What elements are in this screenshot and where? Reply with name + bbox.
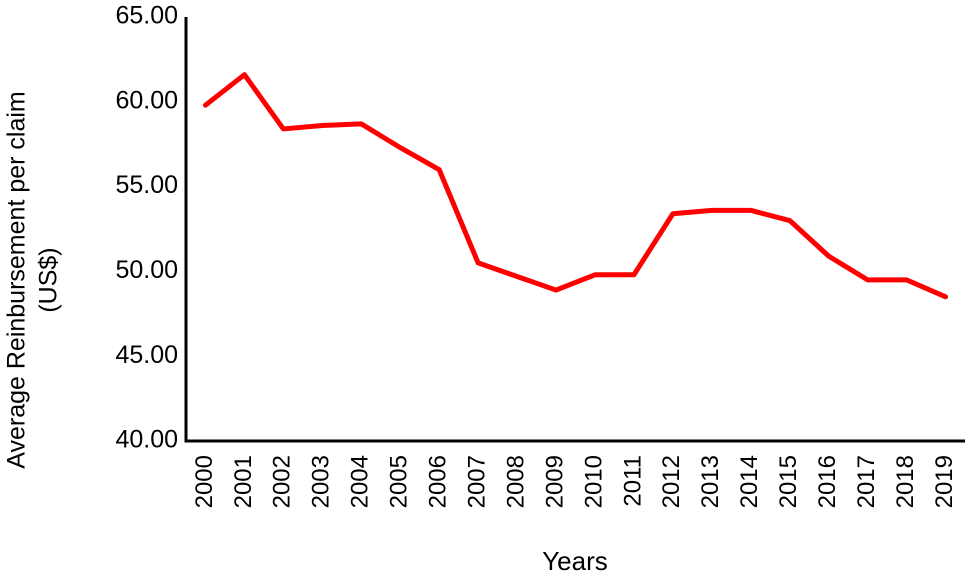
x-tick-label: 2003 (308, 455, 335, 508)
y-tick-label: 65.00 (115, 2, 178, 30)
x-axis-label: Years (542, 546, 608, 576)
y-axis-label: Average Reinbursement per claim (3, 91, 31, 469)
y-tick-label: 50.00 (115, 256, 178, 284)
x-tick-label: 2012 (658, 455, 685, 508)
data-line (202, 72, 949, 300)
x-tick-label: 2005 (386, 455, 413, 508)
x-tick-label: 2017 (853, 455, 880, 508)
x-tick-label: 2015 (775, 455, 802, 508)
x-tick-label: 2016 (814, 455, 841, 508)
x-tick-label: 2009 (541, 455, 568, 508)
x-tick-label: 2000 (191, 455, 218, 508)
x-tick-label: 2019 (931, 455, 958, 508)
x-tick-label: 2014 (736, 455, 763, 508)
x-tick-label: 2008 (502, 455, 529, 508)
y-tick-label: 60.00 (115, 86, 178, 114)
y-tick-label: 40.00 (115, 426, 178, 454)
y-tick-label: 45.00 (115, 341, 178, 369)
x-tick-label: 2006 (425, 455, 452, 508)
x-tick-label: 2011 (619, 455, 646, 507)
x-tick-label: 2004 (347, 455, 374, 508)
y-tick-label: 55.00 (115, 171, 178, 199)
x-tick-label: 2001 (230, 455, 257, 508)
y-axis-label: (US$) (35, 247, 63, 312)
x-tick-label: 2007 (463, 455, 490, 508)
x-tick-label: 2013 (697, 455, 724, 508)
x-tick-label: 2010 (580, 455, 607, 508)
x-tick-label: 2002 (269, 455, 296, 508)
x-tick-label: 2018 (892, 455, 919, 508)
